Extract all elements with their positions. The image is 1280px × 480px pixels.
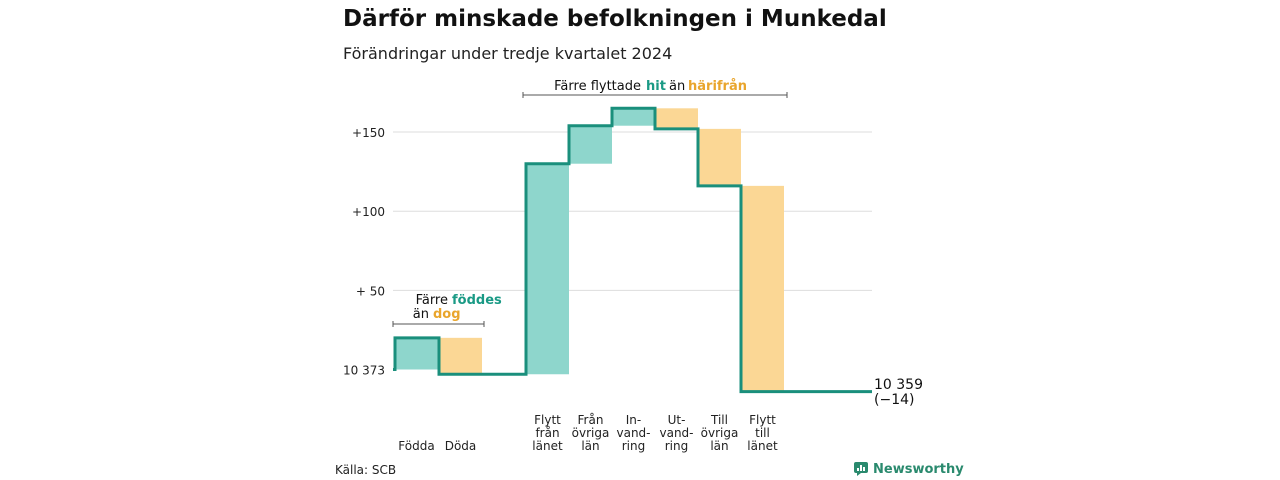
end-value-label: 10 359 xyxy=(874,377,923,393)
moves-bracket xyxy=(522,92,788,98)
births-annotation-word-dog: dog xyxy=(433,307,461,322)
chart-subtitle: Förändringar under tredje kvartalet 2024 xyxy=(343,44,673,63)
newsworthy-logo-icon xyxy=(854,462,868,476)
running-total-line xyxy=(393,106,872,394)
waterfall-bar xyxy=(439,337,482,375)
x-tick-label: In-vand-ring xyxy=(616,413,650,453)
births-bracket xyxy=(392,321,485,327)
x-tick-label: Ut-vand-ring xyxy=(659,413,693,453)
brand-name: Newsworthy xyxy=(873,461,964,477)
waterfall-bar xyxy=(655,108,698,129)
moves-annotation-word-harifran: härifrån xyxy=(688,79,747,94)
brand-logo[interactable]: Newsworthy xyxy=(853,461,964,477)
waterfall-bar xyxy=(741,185,784,392)
moves-annotation: Färre flyttade hit än härifrån xyxy=(522,79,788,98)
waterfall-bar xyxy=(526,163,569,375)
moves-annotation-prefix: Färre flyttade xyxy=(554,79,641,94)
x-tick-label: Till övriga län xyxy=(701,413,739,453)
births-annotation-line2: än xyxy=(413,307,429,322)
y-tick-label: + 50 xyxy=(356,284,385,298)
source-note: Källa: SCB xyxy=(335,463,397,477)
x-tick-label: Flytt från länet xyxy=(532,413,563,453)
moves-annotation-word-hit: hit xyxy=(646,79,666,94)
x-tick-label: Flytt till länet xyxy=(747,413,778,453)
y-tick-label: +150 xyxy=(352,126,385,140)
waterfall-bar xyxy=(698,128,741,186)
births-annotation-word-foddes: föddes xyxy=(452,293,502,308)
x-tick-label: Födda xyxy=(398,439,434,453)
end-change-label: (−14) xyxy=(874,392,914,408)
waterfall-bar xyxy=(395,337,438,370)
waterfall-bar xyxy=(612,108,655,126)
y-tick-label: +100 xyxy=(352,205,385,219)
births-annotation-line1: Färre xyxy=(416,293,448,308)
x-tick-label: Döda xyxy=(445,439,477,453)
waterfall-bar xyxy=(569,125,612,164)
chart-title: Därför minskade befolkningen i Munkedal xyxy=(343,6,887,32)
x-tick-label: Från övriga län xyxy=(572,413,610,453)
y-tick-label: 10 373 xyxy=(343,364,385,378)
moves-annotation-mid: än xyxy=(669,79,685,94)
births-annotation: Färre föddes än dog xyxy=(392,293,502,327)
